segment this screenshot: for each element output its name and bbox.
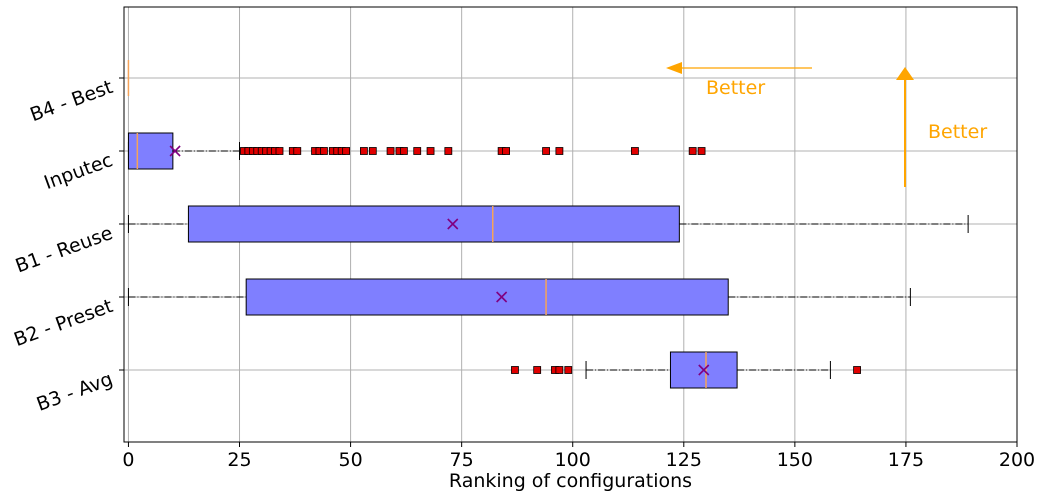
outlier-point: [320, 147, 328, 155]
box: [187, 205, 680, 243]
x-tick-label: 175: [888, 449, 924, 471]
mean-marker: [447, 218, 459, 230]
mean-marker: [169, 145, 181, 157]
outlier-point: [360, 147, 368, 155]
x-tick-label: 75: [450, 449, 474, 471]
outlier-point: [853, 366, 861, 374]
x-axis-label: Ranking of configurations: [449, 470, 692, 492]
outlier-point: [555, 366, 564, 374]
arrow-left-head: [666, 62, 682, 74]
outlier-point: [631, 147, 639, 155]
annotations: Better Better: [666, 62, 987, 187]
box: [245, 278, 729, 316]
category-label: B3 - Avg: [34, 368, 116, 416]
mean-marker: [698, 364, 710, 376]
y-axis: B4 - Best Inputec B1 - Reuse B2 - Preset B3 …: [11, 76, 124, 416]
outlier-point: [342, 147, 351, 155]
x-tick-label: 125: [666, 449, 702, 471]
plot-area: [127, 60, 969, 389]
outlier-point: [444, 147, 453, 155]
category-label: Inputec: [41, 149, 116, 194]
box-group: [127, 278, 911, 316]
x-tick-label: 100: [555, 449, 591, 471]
outlier-point: [564, 366, 573, 374]
x-tick-label: 50: [338, 449, 362, 471]
x-tick-label: 150: [777, 449, 813, 471]
outlier-point: [275, 147, 284, 155]
outlier-point: [293, 147, 302, 155]
annotation-better-up: Better: [928, 121, 987, 143]
outlier-point: [511, 366, 519, 374]
outlier-point: [502, 147, 510, 155]
outlier-point: [542, 147, 550, 155]
box-group: [127, 205, 969, 243]
outlier-point: [426, 147, 435, 155]
outlier-point: [697, 147, 706, 155]
category-label: B2 - Preset: [11, 295, 116, 351]
outlier-point: [399, 147, 408, 155]
x-tick-label: 25: [227, 449, 251, 471]
mean-marker: [496, 291, 508, 303]
outlier-point: [688, 147, 697, 155]
box: [127, 132, 174, 170]
outlier-point: [555, 147, 564, 155]
outlier-point: [386, 147, 395, 155]
outlier-point: [413, 147, 422, 155]
category-label: B1 - Reuse: [13, 222, 116, 277]
box-group: [127, 132, 706, 170]
arrow-up-head: [896, 67, 914, 80]
category-label: B4 - Best: [27, 76, 115, 126]
annotation-better-left: Better: [706, 77, 765, 99]
x-tick-label: 0: [122, 449, 134, 471]
x-axis: 0 25 50 75 100 125 150 175 200: [122, 442, 1035, 471]
outlier-point: [368, 147, 377, 155]
outlier-point: [533, 366, 542, 374]
x-tick-label: 200: [999, 449, 1035, 471]
box-group: [511, 351, 861, 389]
